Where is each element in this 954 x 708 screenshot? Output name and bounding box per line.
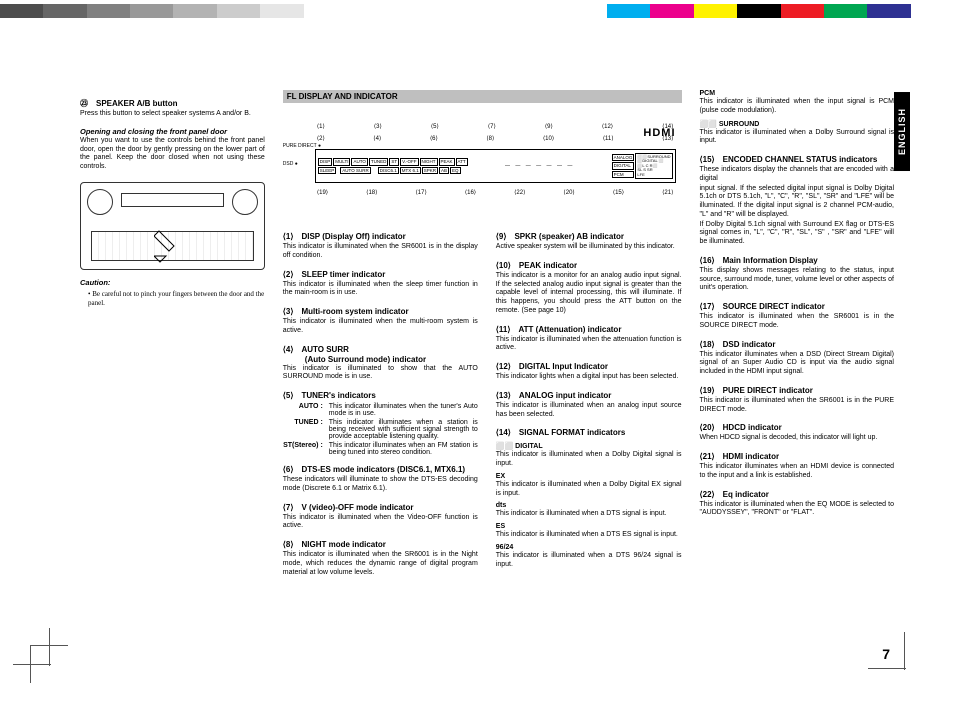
indicator-heading: ⟨21⟩ HDMI indicator bbox=[700, 451, 895, 462]
heading-speaker-ab: ㉓ SPEAKER A/B button bbox=[80, 98, 265, 109]
column-2: ⟨1⟩ DISP (Display Off) indicator This in… bbox=[283, 223, 478, 658]
indicator-heading: ⟨6⟩ DTS-ES mode indicators (DISC6.1, MTX… bbox=[283, 464, 478, 475]
diagram-top-callouts: ⟨2⟩⟨4⟩⟨6⟩⟨8⟩⟨10⟩⟨11⟩⟨13⟩ bbox=[317, 135, 674, 142]
caution-label: Caution: bbox=[80, 278, 265, 287]
language-tab: ENGLISH bbox=[894, 92, 910, 171]
diagram-bottom-callouts: ⟨19⟩⟨18⟩⟨17⟩⟨16⟩⟨22⟩⟨20⟩⟨15⟩⟨21⟩ bbox=[317, 189, 674, 196]
arrow-icon bbox=[154, 226, 214, 266]
body-text: This indicator is illuminated when the S… bbox=[283, 551, 478, 577]
subheading-panel-door: Opening and closing the front panel door bbox=[80, 127, 265, 136]
body-text: This indicator illuminates when a DSD (D… bbox=[700, 351, 895, 377]
indicator-heading: ⟨1⟩ DISP (Display Off) indicator bbox=[283, 231, 478, 242]
body-text: input signal. If the selected digital in… bbox=[700, 185, 895, 220]
indicator-heading: ⟨10⟩ PEAK indicator bbox=[496, 260, 682, 271]
column-3: ⟨9⟩ SPKR (speaker) AB indicator Active s… bbox=[496, 223, 682, 658]
indicator-heading: ⟨14⟩ SIGNAL FORMAT indicators bbox=[496, 427, 682, 438]
body-text: This indicator is illuminated to show th… bbox=[283, 365, 478, 383]
indicator-heading: ⟨20⟩ HDCD indicator bbox=[700, 422, 895, 433]
diagram-top-callouts: ⟨1⟩⟨3⟩⟨5⟩⟨7⟩⟨9⟩⟨12⟩⟨14⟩ bbox=[317, 123, 674, 130]
indicator-heading: ⟨7⟩ V (video)-OFF mode indicator bbox=[283, 502, 478, 513]
body-text: When you want to use the controls behind… bbox=[80, 137, 265, 172]
body-text: This indicator is illuminated when a DTS… bbox=[496, 510, 682, 519]
body-text: This display shows messages relating to … bbox=[700, 267, 895, 293]
caution-text: • Be careful not to pinch your fingers b… bbox=[88, 290, 265, 308]
body-text: When HDCD signal is decoded, this indica… bbox=[700, 434, 895, 443]
indicator-heading: ⟨4⟩ AUTO SURR bbox=[283, 344, 478, 355]
page-content: ㉓ SPEAKER A/B button Press this button t… bbox=[80, 90, 894, 658]
section-header: FL DISPLAY AND INDICATOR bbox=[283, 90, 682, 103]
indicator-heading: ⟨9⟩ SPKR (speaker) AB indicator bbox=[496, 231, 682, 242]
registration-color-bar bbox=[0, 4, 954, 18]
body-text: These indicators display the channels th… bbox=[700, 166, 895, 184]
indicator-heading: ⟨16⟩ Main Information Display bbox=[700, 255, 895, 266]
body-text: This indicator is illuminated when the E… bbox=[700, 501, 895, 519]
indicator-heading: ⟨22⟩ Eq indicator bbox=[700, 489, 895, 500]
indicator-heading: ⟨2⟩ SLEEP timer indicator bbox=[283, 269, 478, 280]
indicator-heading: ⟨13⟩ ANALOG input indicator bbox=[496, 390, 682, 401]
body-text: This indicator is illuminated when a Dol… bbox=[700, 129, 895, 147]
fl-display-diagram: HDMI ⟨2⟩⟨4⟩⟨6⟩⟨8⟩⟨10⟩⟨11⟩⟨13⟩ ⟨1⟩⟨3⟩⟨5⟩⟨… bbox=[283, 109, 682, 219]
indicator-heading: ⟨12⟩ DIGITAL Input Indicator bbox=[496, 361, 682, 372]
body-text: This indicator is illuminated when the i… bbox=[700, 98, 895, 116]
tuner-auto-row: AUTO :This indicator illuminates when th… bbox=[283, 403, 478, 417]
body-text: This indicator illuminates when an HDMI … bbox=[700, 463, 895, 481]
body-text: Press this button to select speaker syst… bbox=[80, 110, 265, 119]
body-text: This indicator is illuminated when a DTS… bbox=[496, 531, 682, 540]
body-text: These indicators will illuminate to show… bbox=[283, 476, 478, 494]
receiver-illustration bbox=[80, 182, 265, 270]
indicator-heading: ⟨18⟩ DSD indicator bbox=[700, 339, 895, 350]
tuner-stereo-row: ST(Stereo) :This indicator illuminates w… bbox=[283, 442, 478, 456]
indicator-heading: ⟨11⟩ ATT (Attenuation) indicator bbox=[496, 324, 682, 335]
body-text: This indicator is illuminated when an an… bbox=[496, 402, 682, 420]
indicator-heading: ⟨8⟩ NIGHT mode indicator bbox=[283, 539, 478, 550]
format-label: ⬜⬜ SURROUND bbox=[700, 120, 895, 128]
body-text: This indicator is illuminated when a Dol… bbox=[496, 481, 682, 499]
format-label: ⬜⬜ DIGITAL bbox=[496, 442, 682, 450]
format-label: 96/24 bbox=[496, 544, 682, 551]
middle-wrap: FL DISPLAY AND INDICATOR HDMI ⟨2⟩⟨4⟩⟨6⟩⟨… bbox=[283, 90, 682, 658]
body-text: This indicator is illuminated when a DTS… bbox=[496, 552, 682, 570]
body-text: This indicator is illuminated when the m… bbox=[283, 318, 478, 336]
body-text: This indicator is illuminated when the V… bbox=[283, 514, 478, 532]
tuner-tuned-row: TUNED :This indicator illuminates when a… bbox=[283, 419, 478, 440]
indicator-heading: ⟨17⟩ SOURCE DIRECT indicator bbox=[700, 301, 895, 312]
body-text: If Dolby Digital 5.1ch signal with Surro… bbox=[700, 221, 895, 247]
format-label: dts bbox=[496, 502, 682, 509]
body-text: This indicator is illuminated when the s… bbox=[283, 281, 478, 299]
body-text: This indicator is illuminated when the a… bbox=[496, 336, 682, 354]
format-label: PCM bbox=[700, 90, 895, 97]
indicator-heading: ⟨19⟩ PURE DIRECT indicator bbox=[700, 385, 895, 396]
body-text: This indicator is illuminated when the S… bbox=[700, 313, 895, 331]
format-label: ES bbox=[496, 523, 682, 530]
body-text: This indicator is illuminated when the S… bbox=[700, 397, 895, 415]
crop-mark bbox=[30, 645, 68, 683]
indicator-heading: ⟨3⟩ Multi-room system indicator bbox=[283, 306, 478, 317]
body-text: This indicator lights when a digital inp… bbox=[496, 373, 682, 382]
main-display-area: — — — — — — — bbox=[469, 152, 611, 180]
indicator-heading-sub: (Auto Surround mode) indicator bbox=[283, 355, 478, 364]
body-text: This indicator is illuminated when the S… bbox=[283, 243, 478, 261]
indicator-heading: ⟨15⟩ ENCODED CHANNEL STATUS indicators bbox=[700, 154, 895, 165]
indicator-heading: ⟨5⟩ TUNER's indicators bbox=[283, 390, 478, 401]
body-text: This indicator is a monitor for an analo… bbox=[496, 272, 682, 316]
fl-panel: DISPMULTIAUTOTUNEDSTV.-OFFNIGHTPEAKATT S… bbox=[315, 149, 676, 183]
column-4: PCM This indicator is illuminated when t… bbox=[700, 90, 895, 658]
body-text: Active speaker system will be illuminate… bbox=[496, 243, 682, 252]
body-text: This indicator is illuminated when a Dol… bbox=[496, 451, 682, 469]
column-1: ㉓ SPEAKER A/B button Press this button t… bbox=[80, 90, 265, 658]
format-label: EX bbox=[496, 473, 682, 480]
